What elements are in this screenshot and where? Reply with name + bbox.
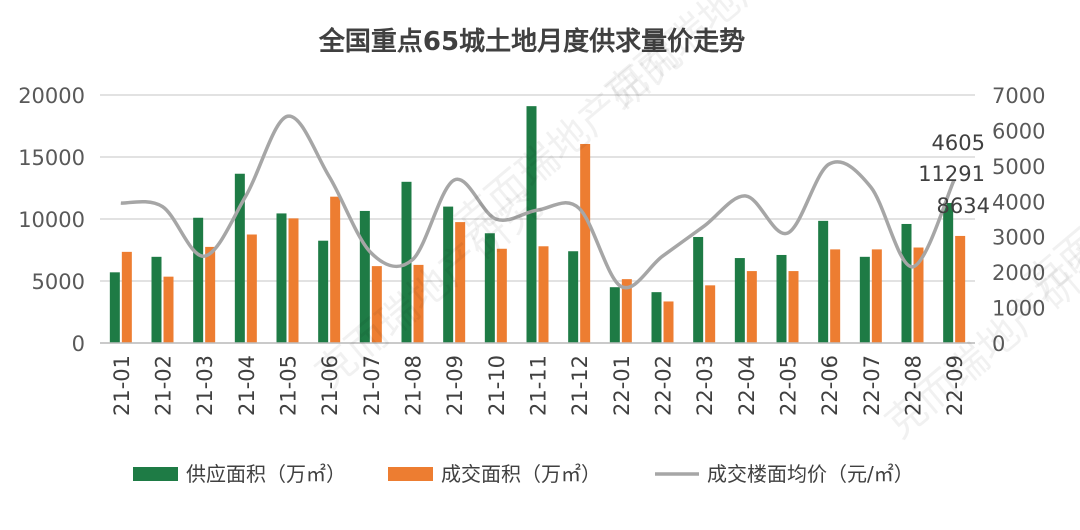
transaction-bar [413, 264, 424, 343]
legend-label: 成交楼面均价（元/㎡） [707, 462, 914, 486]
x-tick-label: 22-03 [693, 355, 717, 416]
x-tick-label: 21-05 [277, 355, 301, 416]
x-tick-label: 21-02 [152, 355, 176, 416]
data-labels: 4605 11291 8634 [918, 131, 990, 218]
y-right-tick-label: 2000 [992, 261, 1045, 285]
y-left-tick-label: 15000 [18, 146, 85, 170]
x-tick-label: 21-10 [485, 355, 509, 416]
supply-bar [526, 106, 537, 343]
supply-bar [693, 236, 704, 343]
x-tick-label: 21-09 [443, 355, 467, 416]
x-tick-label: 22-06 [818, 355, 842, 416]
supply-bar [859, 256, 870, 343]
x-tick-label: 22-04 [735, 355, 759, 416]
transaction-bar [913, 247, 924, 343]
supply-bar [234, 173, 245, 343]
y-left-tick-label: 10000 [18, 208, 85, 232]
legend-swatch [388, 467, 433, 481]
y-left-tick-label: 0 [72, 332, 85, 356]
transaction-bar [538, 246, 549, 343]
y-right-tick-label: 4000 [992, 190, 1045, 214]
transaction-bar [246, 234, 257, 343]
transaction-bar [121, 251, 132, 343]
legend-swatch [133, 467, 178, 481]
supply-data-label: 11291 [918, 162, 985, 186]
supply-bar [734, 258, 745, 343]
supply-bar [276, 213, 287, 343]
x-tick-label: 22-07 [860, 355, 884, 416]
supply-bar [193, 217, 204, 343]
x-tick-label: 21-06 [318, 355, 342, 416]
supply-bar [151, 256, 162, 343]
chart-title: 全国重点65城土地月度供求量价走势 [318, 26, 745, 57]
y-right-tick-label: 0 [992, 332, 1005, 356]
supply-bar [359, 210, 370, 343]
transaction-bar [330, 196, 341, 343]
transaction-bar [455, 222, 466, 343]
supply-bar [818, 220, 829, 343]
y-left-tick-label: 5000 [32, 270, 85, 294]
supply-bar [609, 287, 620, 343]
y-right-tick-label: 5000 [992, 155, 1045, 179]
transaction-bar [955, 235, 966, 343]
x-tick-label: 22-08 [902, 355, 926, 416]
legend-label: 供应面积（万㎡） [186, 462, 346, 486]
x-tick-label: 21-01 [110, 355, 134, 416]
x-tick-label: 21-04 [235, 355, 259, 416]
transaction-bar [663, 301, 674, 343]
transaction-bar [621, 279, 632, 343]
supply-bar [443, 206, 454, 343]
x-tick-label: 21-07 [360, 355, 384, 416]
transaction-bar [288, 218, 299, 343]
x-tick-label: 21-03 [193, 355, 217, 416]
x-tick-label: 22-05 [777, 355, 801, 416]
legend-label: 成交面积（万㎡） [441, 462, 601, 486]
price-data-label: 4605 [932, 131, 985, 155]
transaction-bar [788, 271, 799, 343]
transaction-bar [163, 276, 174, 343]
x-tick-label: 22-02 [652, 355, 676, 416]
transaction-bar [746, 271, 757, 343]
transaction-bar [580, 143, 591, 343]
supply-bar [943, 202, 954, 343]
price-line [120, 114, 956, 290]
x-tick-label: 21-12 [568, 355, 592, 416]
transaction-bar [871, 249, 882, 343]
x-tick-label: 22-09 [943, 355, 967, 416]
transaction-bar [496, 248, 507, 343]
supply-bar [109, 272, 120, 343]
transaction-bar [205, 246, 216, 343]
axes: 0 5000 10000 15000 20000 0 1000 2000 3000 4000 500… [18, 84, 1045, 416]
legend: 供应面积（万㎡） 成交面积（万㎡） 成交楼面均价（元/㎡） [133, 462, 914, 486]
y-left-tick-label: 20000 [18, 84, 85, 108]
supply-bar [484, 233, 495, 343]
supply-bar [776, 254, 787, 343]
y-right-tick-label: 6000 [992, 119, 1045, 143]
y-right-tick-label: 3000 [992, 226, 1045, 250]
transaction-bar [830, 249, 841, 343]
supply-bar [901, 223, 912, 343]
supply-bar [318, 240, 329, 343]
x-tick-label: 21-08 [402, 355, 426, 416]
watermark-text: 克而瑞地产研究 [597, 0, 841, 118]
supply-bar [568, 251, 579, 343]
transaction-bar [705, 285, 716, 343]
y-right-tick-label: 1000 [992, 297, 1045, 321]
transaction-bar [371, 266, 382, 343]
x-tick-label: 21-11 [527, 355, 551, 416]
transaction-data-label: 8634 [937, 194, 990, 218]
supply-bar [651, 292, 662, 343]
bars [109, 106, 966, 343]
y-right-tick-label: 7000 [992, 84, 1045, 108]
x-tick-label: 22-01 [610, 355, 634, 416]
